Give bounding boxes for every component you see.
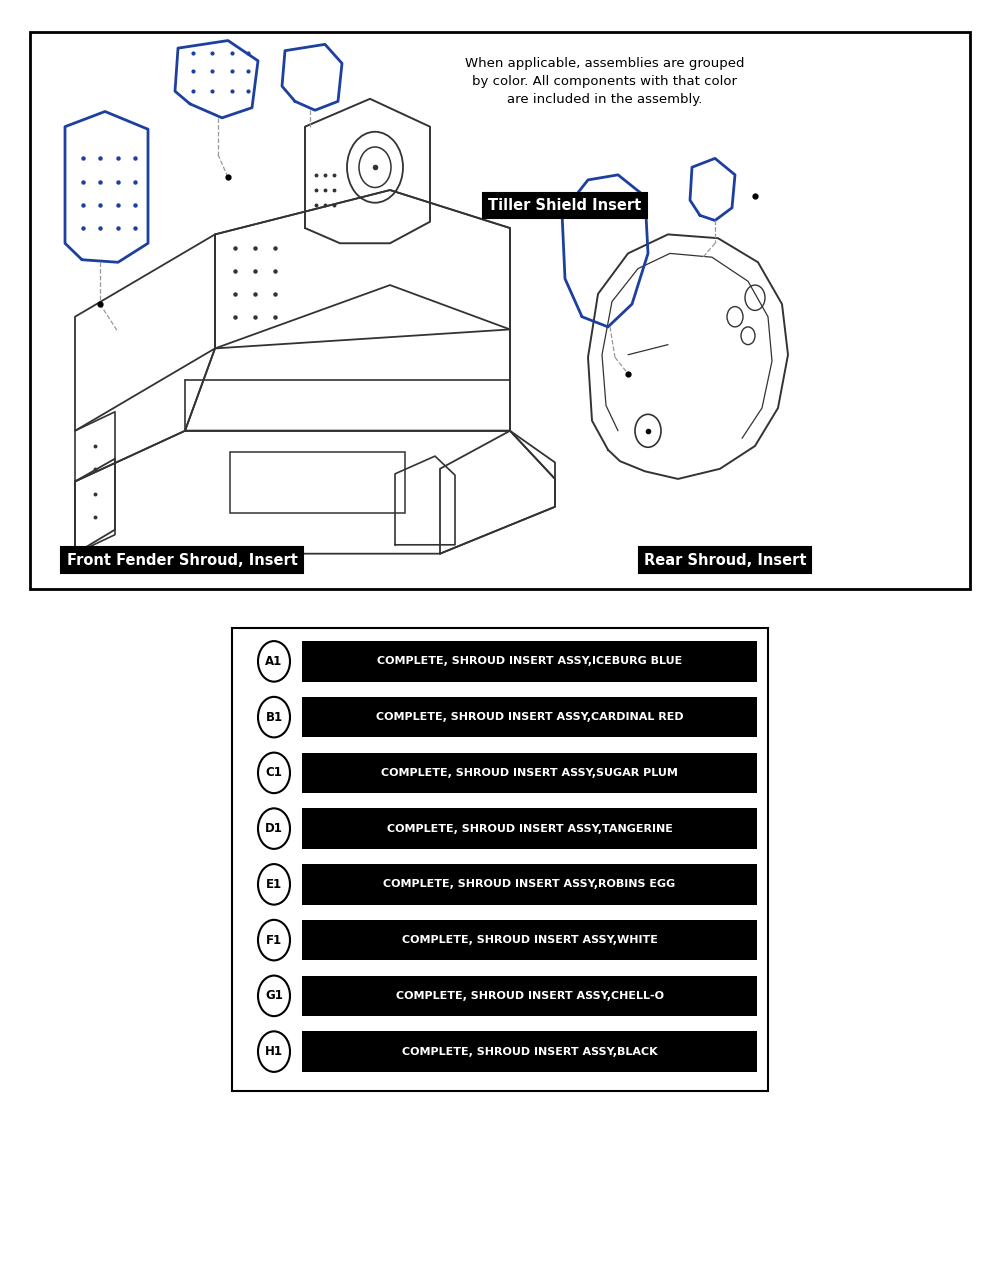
Text: COMPLETE, SHROUD INSERT ASSY,TANGERINE: COMPLETE, SHROUD INSERT ASSY,TANGERINE	[387, 824, 672, 834]
Text: COMPLETE, SHROUD INSERT ASSY,WHITE: COMPLETE, SHROUD INSERT ASSY,WHITE	[402, 935, 657, 945]
Bar	[302, 808, 757, 849]
Circle shape	[258, 697, 290, 737]
Text: COMPLETE, SHROUD INSERT ASSY,CARDINAL RED: COMPLETE, SHROUD INSERT ASSY,CARDINAL RE…	[376, 712, 683, 722]
Bar	[230, 452, 405, 513]
Text: COMPLETE, SHROUD INSERT ASSY,ICEBURG BLUE: COMPLETE, SHROUD INSERT ASSY,ICEBURG BLU…	[377, 656, 682, 666]
Text: Front Fender Shroud, Insert: Front Fender Shroud, Insert	[67, 552, 297, 568]
Bar	[302, 753, 757, 793]
Text: COMPLETE, SHROUD INSERT ASSY,ROBINS EGG: COMPLETE, SHROUD INSERT ASSY,ROBINS EGG	[383, 879, 676, 889]
Text: Tiller Shield Insert: Tiller Shield Insert	[488, 198, 642, 213]
Circle shape	[258, 1031, 290, 1072]
Text: COMPLETE, SHROUD INSERT ASSY,SUGAR PLUM: COMPLETE, SHROUD INSERT ASSY,SUGAR PLUM	[381, 768, 678, 778]
Text: H1: H1	[265, 1045, 283, 1058]
Text: COMPLETE, SHROUD INSERT ASSY,BLACK: COMPLETE, SHROUD INSERT ASSY,BLACK	[402, 1047, 657, 1057]
Circle shape	[258, 808, 290, 849]
Text: COMPLETE, SHROUD INSERT ASSY,CHELL-O: COMPLETE, SHROUD INSERT ASSY,CHELL-O	[396, 991, 664, 1001]
Text: B1: B1	[265, 711, 283, 723]
Bar	[302, 1031, 757, 1072]
Bar	[232, 628, 768, 1091]
Text: When applicable, assemblies are grouped
by color. All components with that color: When applicable, assemblies are grouped …	[465, 57, 745, 106]
Text: C1: C1	[266, 767, 282, 779]
Bar	[302, 864, 757, 905]
Circle shape	[258, 864, 290, 905]
Text: E1: E1	[266, 878, 282, 891]
Bar	[302, 976, 757, 1016]
Text: Rear Shroud, Insert: Rear Shroud, Insert	[644, 552, 806, 568]
Text: D1: D1	[265, 822, 283, 835]
Text: F1: F1	[266, 934, 282, 946]
Text: A1: A1	[265, 655, 283, 668]
Bar	[30, 32, 970, 589]
Bar	[302, 697, 757, 737]
Bar	[302, 641, 757, 682]
Bar	[302, 920, 757, 960]
Circle shape	[258, 920, 290, 960]
Circle shape	[258, 641, 290, 682]
Circle shape	[258, 753, 290, 793]
Circle shape	[258, 976, 290, 1016]
Text: G1: G1	[265, 990, 283, 1002]
